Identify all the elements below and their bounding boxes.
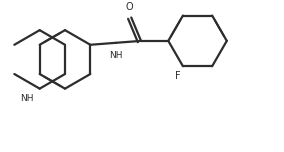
- Text: NH: NH: [20, 93, 34, 102]
- Text: NH: NH: [109, 51, 122, 60]
- Text: F: F: [175, 71, 181, 81]
- Text: O: O: [126, 2, 133, 12]
